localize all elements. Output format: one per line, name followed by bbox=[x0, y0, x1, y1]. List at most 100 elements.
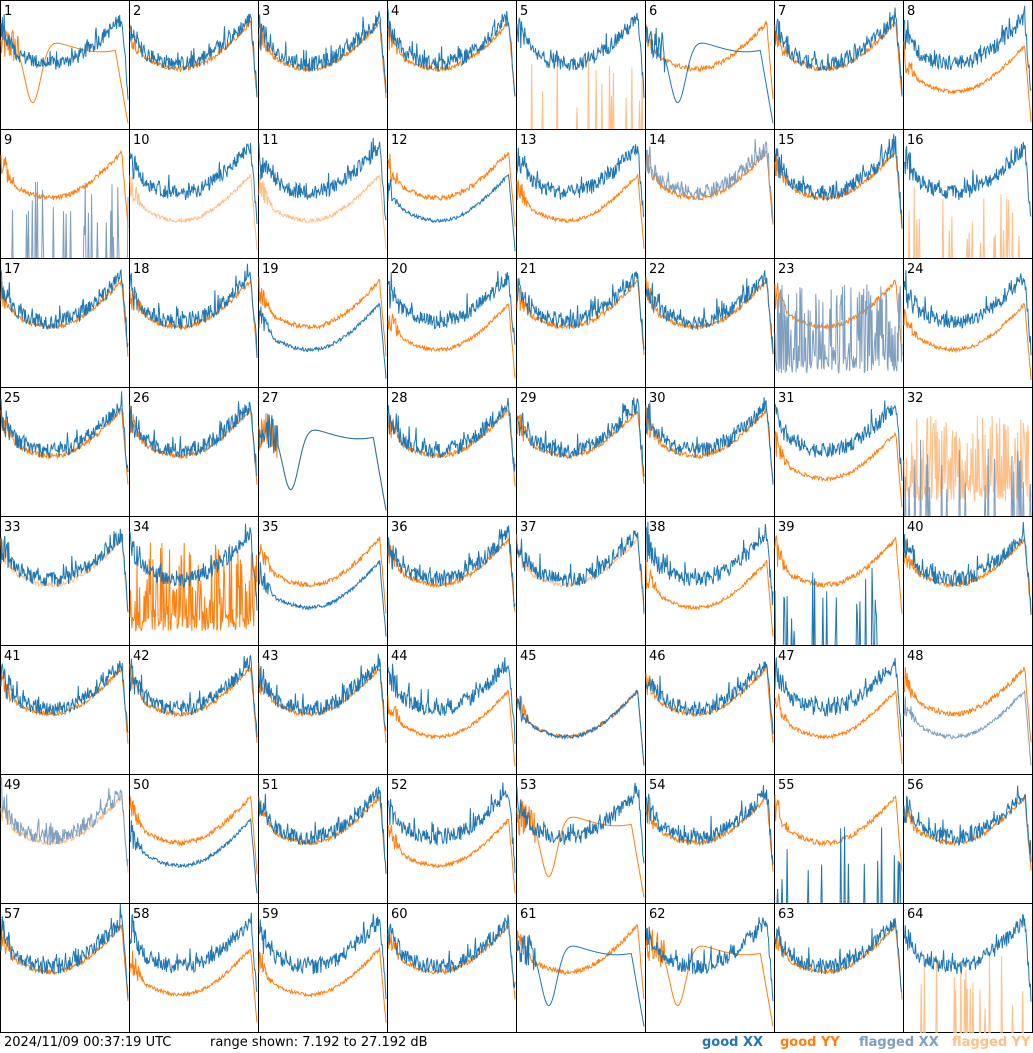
panel-8: 8 bbox=[903, 0, 1033, 130]
series-xx-good bbox=[516, 397, 645, 477]
series-xx-good bbox=[258, 11, 387, 93]
panel-label: 22 bbox=[649, 262, 666, 277]
panel-17: 17 bbox=[0, 258, 130, 388]
footer: 2024/11/09 00:37:19 UTC range shown: 7.1… bbox=[0, 1033, 1033, 1053]
panel-frame bbox=[0, 0, 130, 130]
panel-label: 26 bbox=[133, 391, 150, 406]
panel-4: 4 bbox=[387, 0, 517, 130]
panel-31: 31 bbox=[774, 387, 904, 517]
panel-49: 49 bbox=[0, 774, 130, 904]
panel-label: 10 bbox=[133, 133, 150, 148]
panel-label: 51 bbox=[262, 778, 279, 793]
panel-frame bbox=[258, 645, 388, 775]
series-yy-good bbox=[645, 559, 774, 637]
series-yy-good bbox=[0, 26, 129, 124]
panel-13: 13 bbox=[516, 129, 646, 259]
series-yy-good bbox=[516, 923, 645, 1000]
panel-frame bbox=[774, 774, 904, 904]
series-xx-good bbox=[258, 786, 387, 874]
panel-label: 42 bbox=[133, 649, 150, 664]
panel-frame bbox=[774, 645, 904, 775]
panel-label: 13 bbox=[520, 133, 537, 148]
panel-label: 3 bbox=[262, 4, 270, 19]
series-yy-good bbox=[258, 536, 387, 614]
series-xx-good bbox=[903, 913, 1032, 1002]
series-xx-good bbox=[129, 263, 258, 359]
panel-frame bbox=[516, 516, 646, 646]
panel-label: 53 bbox=[520, 778, 537, 793]
panel-frame bbox=[903, 258, 1033, 388]
panel-5: 5 bbox=[516, 0, 646, 131]
panel-frame bbox=[516, 903, 646, 1033]
panel-label: 11 bbox=[262, 133, 279, 148]
series-xx-good bbox=[903, 5, 1032, 92]
panel-label: 27 bbox=[262, 391, 279, 406]
series-yy-good bbox=[903, 538, 1032, 616]
panel-15: 15 bbox=[774, 129, 904, 259]
panel-53: 53 bbox=[516, 774, 646, 904]
panel-label: 39 bbox=[778, 520, 795, 535]
series-xx-good bbox=[129, 142, 258, 224]
panel-label: 48 bbox=[907, 649, 924, 664]
series-xx-good bbox=[516, 13, 645, 98]
series-xx-good bbox=[387, 657, 516, 744]
series-xx-good bbox=[516, 782, 645, 864]
series-yy-good bbox=[387, 302, 516, 379]
panel-frame bbox=[258, 903, 388, 1033]
series-xx-good bbox=[0, 903, 129, 998]
panel-label: 24 bbox=[907, 262, 924, 277]
panel-47: 47 bbox=[774, 645, 904, 775]
panel-label: 49 bbox=[4, 778, 21, 793]
series-xx-good bbox=[774, 657, 903, 737]
panel-12: 12 bbox=[387, 129, 517, 259]
panel-frame bbox=[387, 774, 517, 904]
panel-41: 41 bbox=[0, 645, 130, 775]
series-xx-good bbox=[645, 917, 774, 1002]
series-yy-good bbox=[516, 173, 645, 249]
panel-label: 64 bbox=[907, 907, 924, 922]
panel-frame bbox=[0, 387, 130, 517]
series-xx-good bbox=[0, 528, 129, 613]
panel-62: 62 bbox=[645, 903, 775, 1033]
panel-label: 44 bbox=[391, 649, 408, 664]
panel-label: 30 bbox=[649, 391, 666, 406]
panel-label: 9 bbox=[4, 133, 12, 148]
series-xx-good bbox=[516, 689, 645, 765]
panel-label: 28 bbox=[391, 391, 408, 406]
panel-frame bbox=[645, 258, 775, 388]
panel-48: 48 bbox=[903, 645, 1033, 775]
series-xx-good bbox=[129, 13, 258, 98]
series-yy-good bbox=[387, 409, 516, 487]
series-xx-good bbox=[387, 173, 516, 252]
series-yy-good bbox=[774, 794, 903, 872]
series-xx-good bbox=[387, 398, 516, 472]
series-xx-good bbox=[903, 141, 1032, 217]
series-xx-good bbox=[129, 401, 258, 477]
panel-frame bbox=[903, 645, 1033, 775]
panel-frame bbox=[258, 516, 388, 646]
panel-9: 9 bbox=[0, 129, 130, 260]
series-yy-good bbox=[258, 947, 387, 1023]
panel-frame bbox=[129, 258, 259, 388]
panel-3: 3 bbox=[258, 0, 388, 130]
series-yy-good bbox=[645, 20, 774, 100]
series-xx-good bbox=[129, 523, 258, 611]
panel-59: 59 bbox=[258, 903, 388, 1033]
series-xx-good bbox=[129, 818, 258, 894]
panel-label: 8 bbox=[907, 4, 915, 19]
panel-label: 25 bbox=[4, 391, 21, 406]
series-yy-good bbox=[129, 542, 258, 632]
panel-45: 45 bbox=[516, 645, 646, 775]
panel-label: 50 bbox=[133, 778, 150, 793]
series-xx-good bbox=[516, 934, 645, 1027]
series-xx-good bbox=[0, 391, 129, 473]
panel-label: 33 bbox=[4, 520, 21, 535]
series-xx-good bbox=[645, 397, 774, 485]
panel-label: 1 bbox=[4, 4, 12, 19]
series-xx-good bbox=[387, 782, 516, 873]
series-xx-good bbox=[0, 14, 129, 100]
panel-38: 38 bbox=[645, 516, 775, 646]
panel-label: 40 bbox=[907, 520, 924, 535]
series-xx-good bbox=[903, 521, 1032, 615]
panel-label: 58 bbox=[133, 907, 150, 922]
